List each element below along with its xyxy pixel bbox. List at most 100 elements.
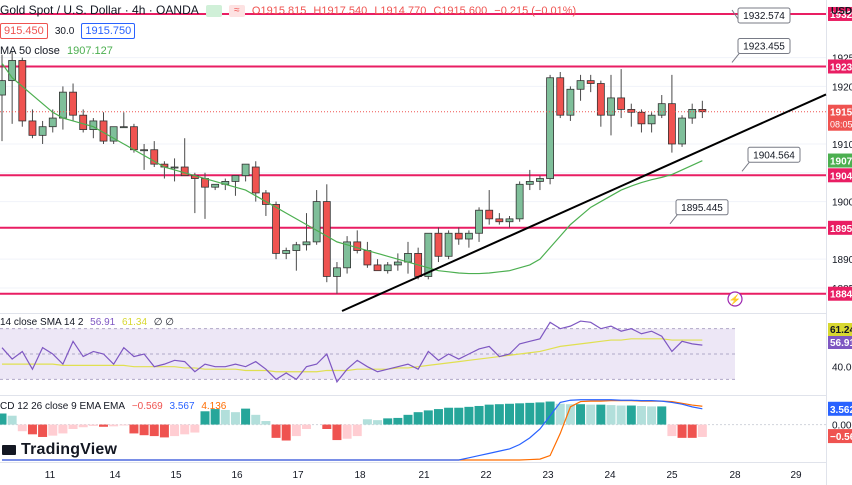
macd-histogram-bar bbox=[271, 424, 281, 438]
spread-value: 30.0 bbox=[54, 26, 75, 37]
candle-down bbox=[485, 209, 494, 220]
candle-up bbox=[383, 264, 392, 272]
tradingview-logo[interactable]: TradingView bbox=[2, 441, 117, 459]
eye-icon[interactable] bbox=[205, 5, 222, 18]
macd-histogram-bar bbox=[474, 405, 484, 425]
sell-price-button[interactable]: 915.450 bbox=[0, 23, 48, 39]
macd-histogram-bar bbox=[139, 424, 149, 436]
candle-up bbox=[140, 149, 149, 152]
level-callout-label: 1895.445 bbox=[681, 203, 723, 214]
macd-histogram-bar bbox=[241, 408, 251, 425]
macd-histogram-bar bbox=[190, 424, 200, 433]
last-price-tag bbox=[828, 104, 852, 131]
candle-up bbox=[312, 201, 321, 243]
macd-histogram-bar bbox=[78, 424, 88, 428]
macd-histogram-bar bbox=[383, 418, 393, 425]
macd-line-legend-value: 3.567 bbox=[169, 401, 195, 412]
time-axis-label: 22 bbox=[480, 470, 492, 481]
candle-down bbox=[627, 109, 636, 113]
macd-histogram-bar bbox=[403, 414, 413, 425]
macd-histogram-bar bbox=[565, 404, 575, 425]
macd-histogram-bar bbox=[251, 414, 261, 425]
sma-legend[interactable]: MA 50 close 1907.127 bbox=[0, 45, 117, 57]
candle-up bbox=[170, 166, 179, 169]
macd-histogram-bar bbox=[423, 410, 433, 425]
level-callout-box bbox=[737, 7, 791, 24]
candle-down bbox=[617, 97, 626, 110]
rsi-ma-axis-tag bbox=[828, 323, 852, 336]
pane-separator bbox=[0, 395, 826, 396]
level-axis-tag bbox=[828, 59, 852, 74]
macd-histogram-bar bbox=[616, 405, 626, 425]
level-callout-leader bbox=[741, 160, 751, 172]
macd-histogram-bar bbox=[647, 406, 657, 425]
candle-up bbox=[536, 178, 544, 182]
price-change: −0.215 (−0.01%) bbox=[494, 5, 577, 17]
symbol-title[interactable]: Gold Spot / U.S. Dollar · 4h · OANDA bbox=[0, 3, 199, 17]
candle-down bbox=[353, 241, 362, 251]
macd-histogram-bar bbox=[322, 424, 332, 429]
candle-up bbox=[333, 267, 341, 277]
tradingview-logo-icon bbox=[2, 444, 16, 455]
time-axis-label: 14 bbox=[109, 470, 121, 481]
level-callout-box bbox=[747, 146, 801, 163]
candle-up bbox=[302, 241, 311, 246]
price-axis-tick: 1920 bbox=[832, 82, 852, 93]
macd-axis-tick: 0.000 bbox=[832, 421, 852, 432]
candle-up bbox=[475, 209, 483, 234]
macd-histogram-bar bbox=[210, 409, 220, 425]
candle-down bbox=[322, 201, 331, 277]
candle-up bbox=[282, 250, 291, 254]
candle-up bbox=[647, 114, 656, 125]
alert-toggle-icon[interactable]: ≈ bbox=[228, 5, 245, 18]
ohlc-high: H1917.540 bbox=[313, 5, 368, 17]
candle-down bbox=[18, 60, 27, 122]
macd-histogram-bar bbox=[505, 403, 514, 425]
macd-histogram-bar bbox=[281, 424, 291, 441]
macd-histogram-bar bbox=[200, 411, 210, 425]
currency-label: USD bbox=[831, 6, 852, 17]
tradingview-logo-text: TradingView bbox=[21, 441, 118, 458]
candle-up bbox=[607, 97, 615, 116]
macd-histogram-bar bbox=[302, 424, 311, 429]
candle-up bbox=[59, 91, 67, 119]
level-callout-leader bbox=[669, 213, 679, 225]
time-axis-label: 15 bbox=[170, 470, 182, 481]
macd-histogram-bar bbox=[291, 424, 301, 437]
macd-histogram-bar bbox=[159, 424, 169, 438]
level-axis-tag-label: 1884 bbox=[830, 290, 852, 301]
macd-histogram-bar bbox=[88, 424, 98, 426]
macd-histogram-bar bbox=[261, 421, 271, 425]
candle-up bbox=[0, 80, 6, 96]
candle-down bbox=[130, 126, 138, 151]
axis-border bbox=[826, 0, 827, 485]
candle-down bbox=[495, 218, 504, 223]
macd-signal-legend-value: 4.136 bbox=[201, 401, 227, 412]
sma50-line bbox=[1, 63, 703, 275]
candle-down bbox=[150, 149, 159, 165]
candle-up bbox=[546, 77, 554, 179]
candle-up bbox=[241, 163, 250, 177]
price-axis-tick: 1900 bbox=[832, 198, 852, 209]
macd-histogram-bar bbox=[230, 412, 240, 425]
candle-up bbox=[109, 126, 118, 142]
candle-down bbox=[637, 111, 646, 125]
candle-down bbox=[454, 232, 463, 240]
macd-histogram-bar bbox=[48, 424, 58, 436]
candle-up bbox=[393, 261, 402, 266]
sma-legend-label: MA 50 close bbox=[0, 45, 60, 57]
macd-legend[interactable]: CD 12 26 close 9 EMA EMA −0.569 3.567 4.… bbox=[0, 401, 230, 412]
candle-down bbox=[180, 166, 189, 177]
candle-up bbox=[343, 241, 352, 269]
level-callout-box bbox=[675, 199, 729, 216]
candle-up bbox=[292, 244, 301, 251]
time-axis-label: 17 bbox=[292, 470, 304, 481]
level-callout-label: 1904.564 bbox=[753, 150, 795, 161]
macd-hist-axis-tag-label: −0.56 bbox=[830, 432, 852, 443]
buy-price-button[interactable]: 1915.750 bbox=[81, 23, 136, 39]
macd-histogram-bar bbox=[99, 424, 108, 427]
macd-histogram-bar bbox=[129, 424, 139, 434]
macd-histogram-bar bbox=[58, 424, 68, 434]
rsi-legend[interactable]: 14 close SMA 14 2 56.91 61.34 ∅ ∅ bbox=[0, 317, 178, 328]
